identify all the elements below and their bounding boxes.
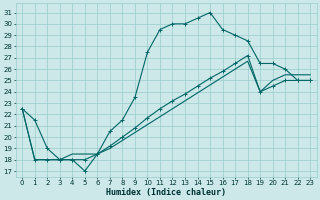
X-axis label: Humidex (Indice chaleur): Humidex (Indice chaleur) xyxy=(106,188,226,197)
